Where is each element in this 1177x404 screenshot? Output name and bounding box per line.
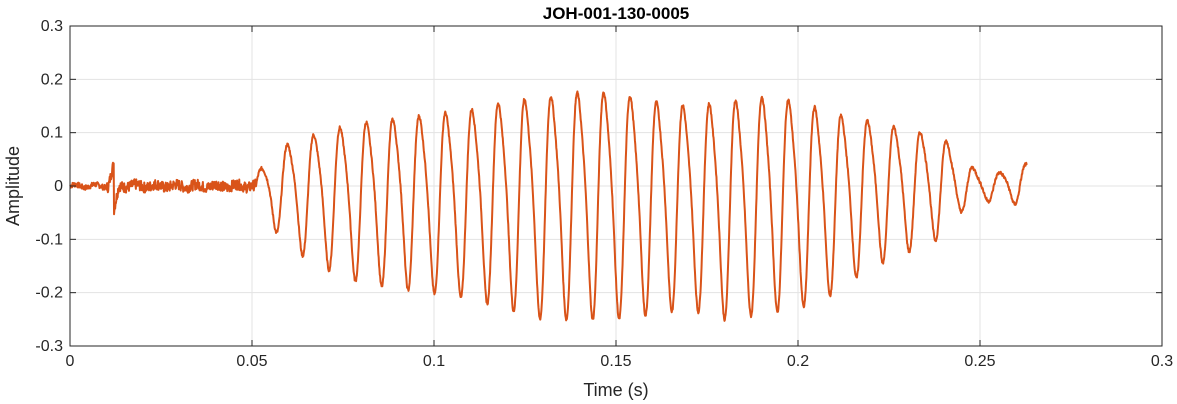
y-tick-label: 0.3 bbox=[41, 18, 63, 35]
x-tick-label: 0.25 bbox=[964, 353, 995, 370]
x-tick-label: 0 bbox=[66, 353, 75, 370]
y-tick-label: -0.1 bbox=[35, 231, 63, 248]
amplitude-line bbox=[69, 90, 1028, 322]
y-tick-label: 0.1 bbox=[41, 125, 63, 142]
chart-title: JOH-001-130-0005 bbox=[543, 4, 689, 23]
y-tick-label: -0.3 bbox=[35, 338, 63, 355]
x-tick-label: 0.15 bbox=[600, 353, 631, 370]
tick-marks bbox=[69, 25, 1163, 347]
x-tick-label: 0.1 bbox=[423, 353, 445, 370]
y-tick-labels: -0.3 -0.2 -0.1 0 0.1 0.2 0.3 bbox=[35, 18, 63, 355]
x-tick-labels: 0 0.05 0.1 0.15 0.2 0.25 0.3 bbox=[66, 353, 1174, 370]
y-tick-label: 0.2 bbox=[41, 71, 63, 88]
x-tick-label: 0.2 bbox=[787, 353, 809, 370]
x-tick-label: 0.05 bbox=[236, 353, 267, 370]
y-tick-label: 0 bbox=[54, 178, 63, 195]
x-tick-label: 0.3 bbox=[1151, 353, 1173, 370]
y-tick-label: -0.2 bbox=[35, 285, 63, 302]
x-axis-title: Time (s) bbox=[583, 380, 648, 400]
y-axis-title: Amplitude bbox=[3, 146, 23, 226]
series-amplitude bbox=[69, 90, 1028, 322]
